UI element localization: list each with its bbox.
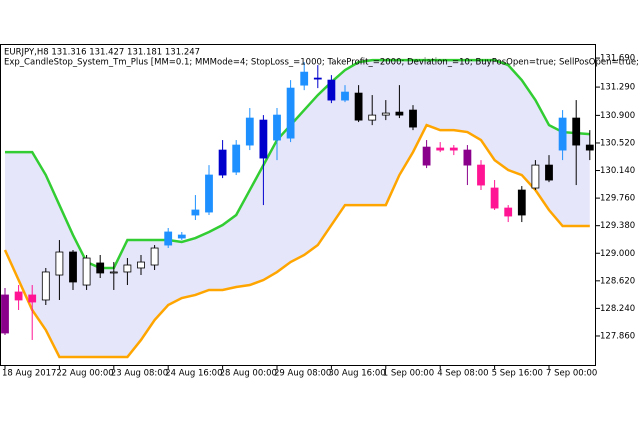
candle-body [381,112,390,116]
x-tick-label: 4 Sep 08:00 [437,369,488,379]
y-tick-label: 129.000 [600,249,635,259]
candle-body [354,92,363,121]
candle-body [273,114,281,141]
candle-body [123,264,132,273]
candle-body [477,164,485,186]
y-tick-label: 130.900 [600,111,635,121]
chart-subtitle: Exp_CandleStop_System_Tm_Plus [MM=0.1; M… [4,58,640,68]
chart-title: EURJPY,H8 131.316 131.427 131.181 131.24… [4,48,200,58]
candle-body [14,291,23,301]
candle-body [504,207,513,217]
y-tick-label: 129.380 [600,221,635,231]
candle-body [150,247,159,266]
x-tick-label: 1 Sep 00:00 [383,369,434,379]
x-tick-label: 28 Aug 00:00 [220,369,277,379]
y-tick-label: 131.290 [600,83,635,93]
candle-body [286,87,295,139]
candle-body [232,144,241,173]
candle-body [1,294,9,334]
candle-body [558,117,567,151]
y-tick-label: 128.620 [600,276,635,286]
candle-body [205,174,213,213]
x-tick-label: 22 Aug 00:00 [56,369,113,379]
candle-body [55,251,64,276]
candle-body [191,209,200,216]
candle-body [572,117,581,146]
candle-body [422,146,431,166]
candle-body [341,91,349,101]
candle-body [531,164,540,189]
candle-body [109,271,118,274]
candle-body [177,234,186,239]
candle-body [218,149,227,176]
candle-body [96,262,105,274]
candle-body [585,144,594,151]
candle-body [300,71,309,86]
x-tick-label: 30 Aug 16:00 [328,369,385,379]
candle-body [545,164,553,181]
candle-body [259,119,268,159]
x-tick-label: 5 Sep 16:00 [492,369,543,379]
candle-body [327,79,336,101]
candle-body [368,114,377,121]
candle-body [517,189,526,216]
x-tick-label: 29 Aug 08:00 [274,369,331,379]
y-tick-label: 130.520 [600,138,635,148]
y-tick-label: 127.860 [600,331,635,341]
candle-body [395,111,404,116]
candle-body [164,231,173,246]
candle-body [409,109,417,128]
x-tick-label: 18 Aug 2017 [2,369,56,379]
candle-body [41,271,50,301]
y-tick-label: 131.690 [600,54,635,64]
candle-body [313,77,322,80]
y-tick-label: 130.140 [600,166,635,176]
candle-body [490,187,499,209]
candle-body [436,147,445,151]
plot-area [1,58,594,359]
candle-body [245,117,254,146]
candle-body [137,261,145,269]
candle-body [82,257,91,286]
x-tick-label: 24 Aug 16:00 [165,369,222,379]
y-tick-label: 128.240 [600,304,635,314]
channel-fill [5,60,590,357]
candle-body [449,147,458,151]
y-tick-label: 129.760 [600,194,635,204]
candle-body [28,294,37,303]
candle-body [69,251,77,283]
x-tick-label: 7 Sep 00:00 [546,369,597,379]
candle-body [463,149,472,166]
x-tick-label: 23 Aug 08:00 [111,369,168,379]
band-line [3,123,590,359]
